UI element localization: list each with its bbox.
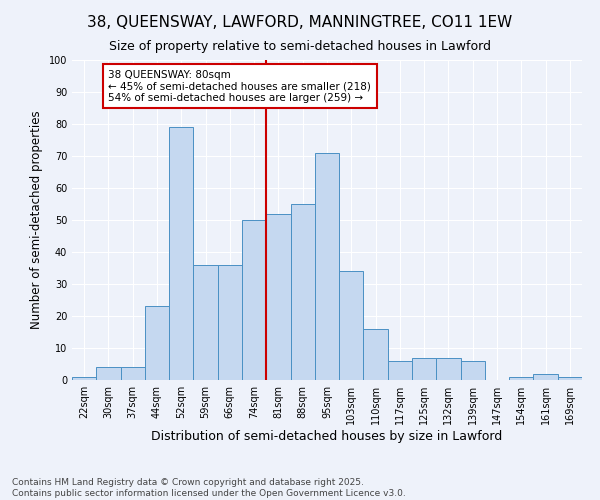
Text: 38 QUEENSWAY: 80sqm
← 45% of semi-detached houses are smaller (218)
54% of semi-: 38 QUEENSWAY: 80sqm ← 45% of semi-detach… [109, 70, 371, 103]
Bar [436, 358, 461, 380]
Bar [533, 374, 558, 380]
X-axis label: Distribution of semi-detached houses by size in Lawford: Distribution of semi-detached houses by … [151, 430, 503, 443]
Bar [315, 153, 339, 380]
Bar [388, 361, 412, 380]
Bar [558, 377, 582, 380]
Bar [412, 358, 436, 380]
Bar [218, 265, 242, 380]
Bar [169, 127, 193, 380]
Bar [339, 271, 364, 380]
Bar [364, 329, 388, 380]
Bar [266, 214, 290, 380]
Text: 38, QUEENSWAY, LAWFORD, MANNINGTREE, CO11 1EW: 38, QUEENSWAY, LAWFORD, MANNINGTREE, CO1… [88, 15, 512, 30]
Bar [461, 361, 485, 380]
Bar [242, 220, 266, 380]
Bar [72, 377, 96, 380]
Text: Contains HM Land Registry data © Crown copyright and database right 2025.
Contai: Contains HM Land Registry data © Crown c… [12, 478, 406, 498]
Bar [509, 377, 533, 380]
Text: Size of property relative to semi-detached houses in Lawford: Size of property relative to semi-detach… [109, 40, 491, 53]
Bar [121, 367, 145, 380]
Bar [193, 265, 218, 380]
Bar [96, 367, 121, 380]
Y-axis label: Number of semi-detached properties: Number of semi-detached properties [30, 110, 43, 330]
Bar [145, 306, 169, 380]
Bar [290, 204, 315, 380]
